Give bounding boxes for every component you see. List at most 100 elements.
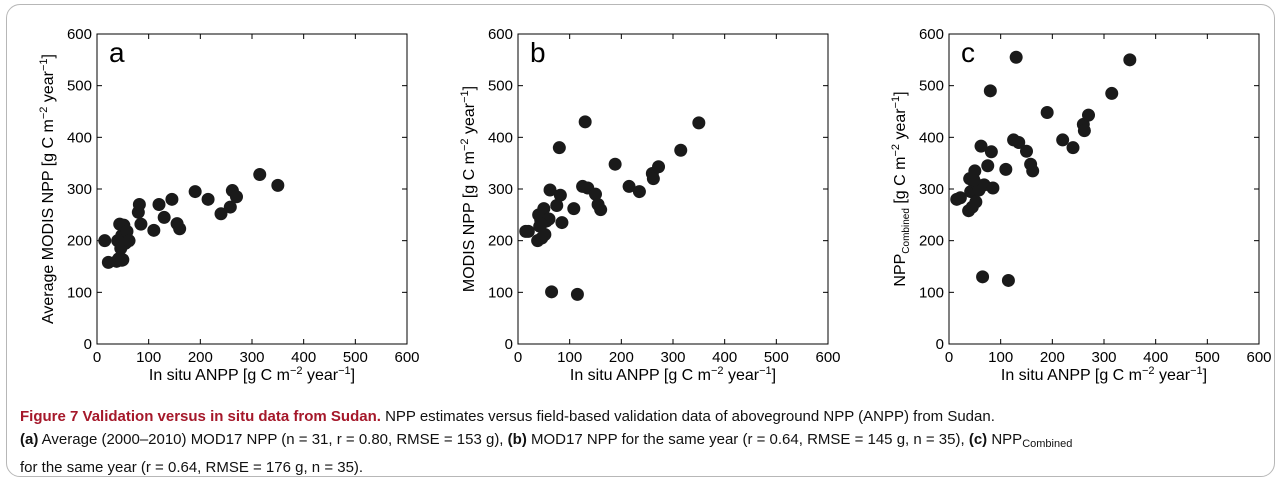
caption-b-text: MOD17 NPP for the same year (r = 0.64, R… — [526, 431, 969, 448]
x-tick-label: 0 — [93, 349, 101, 366]
data-point — [534, 217, 548, 231]
data-point — [538, 227, 552, 241]
data-point — [986, 181, 1000, 195]
data-point — [594, 203, 608, 217]
panel-letter: a — [109, 37, 125, 68]
data-point — [652, 160, 666, 174]
data-point — [552, 141, 566, 155]
y-tick-label: 600 — [919, 26, 944, 43]
y-axis-label: Average MODIS NPP [g C m−2 year−1] — [38, 54, 57, 324]
x-tick-label: 400 — [712, 349, 737, 366]
figure-charts: 0 100 200 300 400 500 600 0 100 200 300 400 500 600 a I… — [38, 26, 1272, 384]
x-tick-label: 200 — [188, 349, 213, 366]
x-axis-label: In situ ANPP [g C m−2 year−1] — [570, 365, 776, 384]
scatter-panel-c: 0 100 200 300 400 500 600 0 100 200 300 400 500 600 c I… — [890, 26, 1272, 384]
data-point — [646, 172, 660, 186]
x-tick-label: 500 — [343, 349, 368, 366]
data-point — [974, 139, 988, 153]
data-point — [1066, 141, 1080, 155]
data-point — [1009, 50, 1023, 64]
data-point — [253, 168, 267, 182]
data-point — [1001, 273, 1015, 287]
y-tick-label: 200 — [67, 233, 92, 250]
data-point — [1012, 136, 1026, 149]
data-point — [1082, 108, 1095, 122]
data-point — [570, 287, 584, 301]
data-point — [674, 143, 688, 157]
data-point — [165, 192, 179, 206]
y-tick-label: 300 — [488, 181, 513, 198]
y-tick-label: 200 — [919, 233, 944, 250]
data-point — [223, 200, 237, 214]
data-point — [1105, 86, 1119, 100]
figure-caption: Figure 7 Validation versus in situ data … — [20, 405, 1265, 479]
y-tick-label: 400 — [919, 129, 944, 146]
data-point — [115, 253, 129, 267]
x-tick-label: 300 — [239, 349, 264, 366]
x-axis-label: In situ ANPP [g C m−2 year−1] — [1001, 365, 1207, 384]
caption-a-text: Average (2000–2010) MOD17 NPP (n = 31, r… — [38, 431, 508, 448]
data-point — [1056, 133, 1070, 147]
x-axis-label: In situ ANPP [g C m−2 year−1] — [149, 365, 355, 384]
data-point — [567, 202, 581, 216]
y-tick-label: 500 — [919, 78, 944, 95]
data-point — [555, 216, 569, 230]
caption-line1-text: NPP estimates versus field-based validat… — [380, 408, 995, 425]
x-tick-label: 500 — [1195, 349, 1220, 366]
x-tick-label: 200 — [1040, 349, 1065, 366]
data-point — [132, 198, 146, 211]
y-tick-label: 600 — [488, 26, 513, 43]
data-point — [553, 188, 567, 202]
data-point — [545, 285, 559, 299]
data-point — [521, 224, 535, 238]
scatter-panel-a: 0 100 200 300 400 500 600 0 100 200 300 400 500 600 a I… — [38, 26, 420, 384]
y-tick-label: 300 — [67, 181, 92, 198]
data-point — [1020, 144, 1033, 158]
y-tick-label: 0 — [505, 336, 513, 353]
data-point — [967, 173, 981, 187]
x-tick-label: 300 — [1091, 349, 1116, 366]
data-point — [271, 178, 285, 192]
data-point — [589, 187, 602, 201]
data-point — [1026, 164, 1040, 178]
data-point — [214, 207, 228, 221]
data-point — [983, 84, 997, 98]
x-tick-label: 0 — [945, 349, 953, 366]
caption-a-label: (a) — [20, 431, 39, 448]
data-point — [984, 145, 998, 159]
data-point — [147, 223, 161, 237]
caption-c-text: for the same year (r = 0.64, RMSE = 176 … — [20, 459, 364, 476]
y-tick-label: 400 — [488, 129, 513, 146]
y-tick-label: 500 — [67, 78, 92, 95]
data-point — [969, 195, 983, 209]
data-point — [230, 190, 243, 204]
y-axis-label: NPPCombined [g C m−2 year−1] — [890, 91, 912, 286]
y-tick-label: 500 — [488, 78, 513, 95]
caption-b-label: (b) — [507, 431, 527, 448]
data-point — [622, 179, 636, 193]
data-point — [981, 159, 995, 173]
y-tick-label: 0 — [84, 336, 92, 353]
data-point — [173, 222, 187, 236]
data-point — [134, 217, 148, 231]
panel-letter: b — [530, 37, 546, 68]
axes-box — [96, 33, 408, 345]
x-tick-label: 300 — [660, 349, 685, 366]
x-tick-label: 600 — [394, 349, 419, 366]
data-point — [98, 234, 112, 248]
data-point — [1077, 124, 1091, 138]
data-point — [122, 234, 136, 248]
data-point — [953, 191, 967, 205]
data-point — [976, 270, 990, 284]
y-tick-label: 0 — [936, 336, 944, 353]
y-axis-label: MODIS NPP [g C m−2 year−1] — [459, 86, 478, 292]
caption-c-npp: NPP — [987, 431, 1023, 448]
x-tick-label: 600 — [815, 349, 840, 366]
x-tick-label: 0 — [514, 349, 522, 366]
axes-box — [517, 33, 829, 345]
scatter-panel-b: 0 100 200 300 400 500 600 0 100 200 300 400 500 600 b I… — [459, 26, 841, 384]
y-tick-label: 100 — [488, 284, 513, 301]
data-point — [201, 192, 215, 206]
y-tick-label: 600 — [67, 26, 92, 43]
x-tick-label: 100 — [557, 349, 582, 366]
